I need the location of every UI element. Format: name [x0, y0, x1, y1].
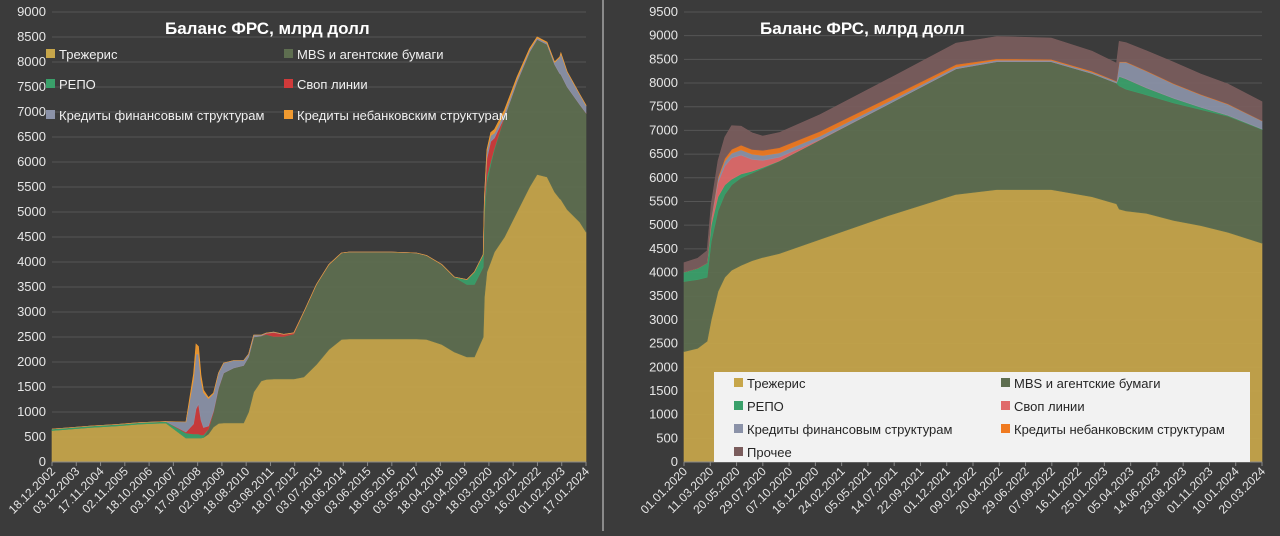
legend-label: Кредиты небанковским структурам: [1014, 422, 1225, 437]
y-tick-label: 1500: [17, 379, 46, 394]
right-chart: 0 500 1000 1500 2000 2500 3000 3500 4000 4500 5000…: [638, 4, 1269, 517]
y-tick-label: 7000: [17, 104, 46, 119]
legend-swatch: [734, 378, 743, 387]
legend-label: РЕПО: [747, 399, 784, 414]
legend-box: [714, 372, 1250, 462]
y-tick-label: 4000: [17, 254, 46, 269]
legend-label: Своп линии: [297, 77, 368, 92]
legend-swatch: [46, 79, 55, 88]
legend-swatch: [284, 79, 293, 88]
legend-swatch: [284, 110, 293, 119]
legend-label: MBS и агентские бумаги: [297, 47, 444, 62]
y-tick-label: 8000: [17, 54, 46, 69]
legend-swatch: [1001, 424, 1010, 433]
y-tick-label: 8500: [17, 29, 46, 44]
y-tick-label: 3500: [649, 288, 678, 303]
y-tick-label: 500: [656, 430, 678, 445]
left-chart: 0 500 1000 1500 2000 2500 3000 3500 4000 4500 5000…: [6, 4, 593, 517]
y-tick-label: 500: [24, 429, 46, 444]
y-tick-label: 9000: [17, 4, 46, 19]
y-tick-label: 1500: [649, 383, 678, 398]
y-tick-label: 0: [39, 454, 46, 469]
panel-divider: [602, 0, 604, 531]
y-tick-label: 2500: [649, 336, 678, 351]
y-tick-label: 5000: [17, 204, 46, 219]
area-series-6: [683, 36, 1263, 273]
right-chart-panel: 0 500 1000 1500 2000 2500 3000 3500 4000 4500 5000…: [604, 0, 1280, 531]
y-tick-label: 9000: [649, 28, 678, 43]
legend-swatch: [1001, 378, 1010, 387]
y-tick-label: 6000: [17, 154, 46, 169]
legend-label: Кредиты финансовым структурам: [59, 108, 265, 123]
y-tick-label: 4500: [17, 229, 46, 244]
y-tick-label: 0: [671, 454, 678, 469]
legend-label: Трежерис: [59, 47, 118, 62]
legend-swatch: [734, 401, 743, 410]
y-tick-label: 6000: [649, 170, 678, 185]
y-tick-label: 2000: [17, 354, 46, 369]
legend-swatch: [1001, 401, 1010, 410]
y-tick-label: 5500: [17, 179, 46, 194]
y-tick-label: 8000: [649, 75, 678, 90]
y-tick-label: 9500: [649, 4, 678, 19]
y-tick-label: 3000: [17, 304, 46, 319]
y-tick-label: 2000: [649, 359, 678, 374]
y-tick-label: 7500: [649, 99, 678, 114]
legend-label: Кредиты финансовым структурам: [747, 422, 953, 437]
legend-label: РЕПО: [59, 77, 96, 92]
area-series-5: [51, 36, 587, 430]
legend-label: Кредиты небанковским структурам: [297, 108, 508, 123]
y-tick-label: 4000: [649, 265, 678, 280]
y-tick-label: 1000: [649, 407, 678, 422]
y-tick-label: 8500: [649, 51, 678, 66]
chart-title: Баланс ФРС, млрд долл: [760, 19, 965, 38]
legend-label: Прочее: [747, 445, 792, 460]
y-tick-label: 1000: [17, 404, 46, 419]
legend-label: MBS и агентские бумаги: [1014, 376, 1161, 391]
legend-swatch: [734, 447, 743, 456]
y-tick-label: 6500: [17, 129, 46, 144]
legend-label: Трежерис: [747, 376, 806, 391]
y-tick-label: 4500: [649, 241, 678, 256]
legend-swatch: [46, 49, 55, 58]
y-tick-label: 5000: [649, 217, 678, 232]
y-tick-label: 3500: [17, 279, 46, 294]
legend-swatch: [46, 110, 55, 119]
legend-swatch: [284, 49, 293, 58]
left-chart-panel: 0 500 1000 1500 2000 2500 3000 3500 4000 4500 5000…: [0, 0, 602, 531]
y-tick-label: 2500: [17, 329, 46, 344]
y-tick-label: 7500: [17, 79, 46, 94]
legend-swatch: [734, 424, 743, 433]
y-tick-label: 6500: [649, 146, 678, 161]
legend-label: Своп линии: [1014, 399, 1085, 414]
chart-title: Баланс ФРС, млрд долл: [165, 19, 370, 38]
y-tick-label: 7000: [649, 122, 678, 137]
y-tick-label: 5500: [649, 193, 678, 208]
y-tick-label: 3000: [649, 312, 678, 327]
